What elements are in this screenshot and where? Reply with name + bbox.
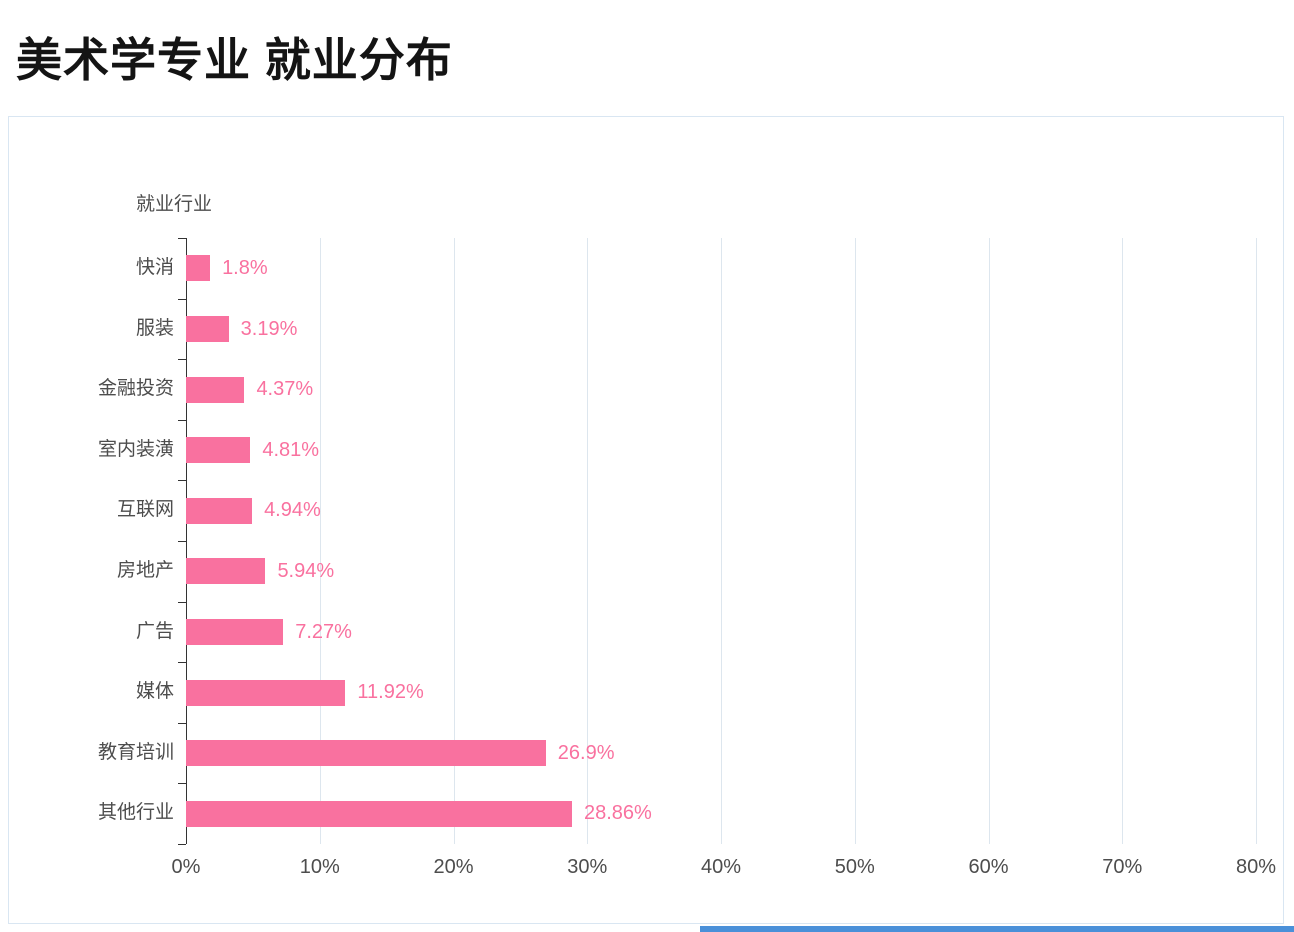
- gridline: [1122, 238, 1124, 844]
- x-axis-tick-label: 40%: [700, 856, 742, 878]
- y-axis-tick: [178, 480, 186, 482]
- y-axis-line: [186, 238, 187, 844]
- gridline: [587, 238, 589, 844]
- y-axis-tick: [178, 783, 186, 785]
- gridline: [854, 238, 856, 844]
- y-axis-title: 就业行业: [136, 194, 213, 215]
- value-label: 4.94%: [264, 499, 321, 522]
- value-label: 11.92%: [357, 681, 424, 704]
- x-axis-tick-label: 70%: [1102, 856, 1143, 878]
- value-label: 4.37%: [256, 378, 314, 401]
- chart-frame: 就业行业 0% 10% 20% 30% 40% 50% 60% 70% 80% 快消 1.8% 服装 3…: [8, 116, 1284, 924]
- gridline: [988, 238, 990, 844]
- x-axis-tick-label: 30%: [567, 856, 608, 878]
- y-axis-tick: [178, 722, 186, 724]
- page-title: 美术学专业 就业分布: [16, 34, 453, 86]
- value-label: 7.27%: [295, 620, 352, 643]
- category-label: 广告: [135, 620, 174, 642]
- bar[interactable]: [186, 558, 266, 585]
- value-label: 1.8%: [222, 257, 268, 279]
- x-axis-tick-label: 60%: [968, 856, 1009, 878]
- bar[interactable]: [186, 376, 245, 403]
- bar[interactable]: [186, 618, 284, 645]
- category-label: 教育培训: [97, 741, 174, 763]
- value-label: 4.81%: [262, 438, 320, 461]
- bar[interactable]: [186, 437, 251, 464]
- value-label: 26.9%: [557, 741, 615, 764]
- gridline: [453, 238, 455, 844]
- y-axis-tick: [178, 541, 186, 542]
- value-label: 28.86%: [584, 802, 652, 825]
- value-label: 5.94%: [277, 560, 335, 582]
- category-label: 媒体: [135, 681, 174, 703]
- x-axis-tick-label: 20%: [433, 856, 474, 878]
- y-axis-tick: [178, 844, 186, 845]
- category-label: 快消: [135, 257, 174, 278]
- gridline: [319, 238, 321, 844]
- x-axis-tick-label: 80%: [1235, 856, 1277, 878]
- y-axis-tick: [178, 238, 186, 239]
- y-axis-tick: [178, 662, 186, 664]
- category-label: 互联网: [116, 499, 174, 521]
- bar[interactable]: [186, 740, 546, 767]
- bar[interactable]: [186, 800, 572, 827]
- bar[interactable]: [186, 255, 211, 282]
- x-axis-tick-label: 50%: [834, 856, 875, 878]
- gridline: [1256, 238, 1257, 844]
- bar[interactable]: [186, 497, 253, 524]
- bottom-blue-strip: [700, 926, 1294, 932]
- y-axis-tick: [178, 298, 186, 300]
- x-axis-tick-label: 10%: [299, 856, 340, 878]
- y-axis-tick: [178, 419, 186, 421]
- category-label: 金融投资: [97, 378, 174, 400]
- y-axis-tick: [178, 359, 186, 361]
- category-label: 房地产: [116, 560, 174, 581]
- bar[interactable]: [186, 315, 229, 342]
- x-axis-tick-label: 0%: [171, 856, 201, 878]
- gridline: [721, 238, 722, 844]
- category-label: 室内装潢: [97, 438, 174, 460]
- y-axis-tick: [178, 601, 186, 603]
- category-label: 其他行业: [97, 802, 174, 824]
- value-label: 3.19%: [240, 317, 298, 340]
- bar[interactable]: [186, 679, 346, 706]
- category-label: 服装: [135, 317, 174, 339]
